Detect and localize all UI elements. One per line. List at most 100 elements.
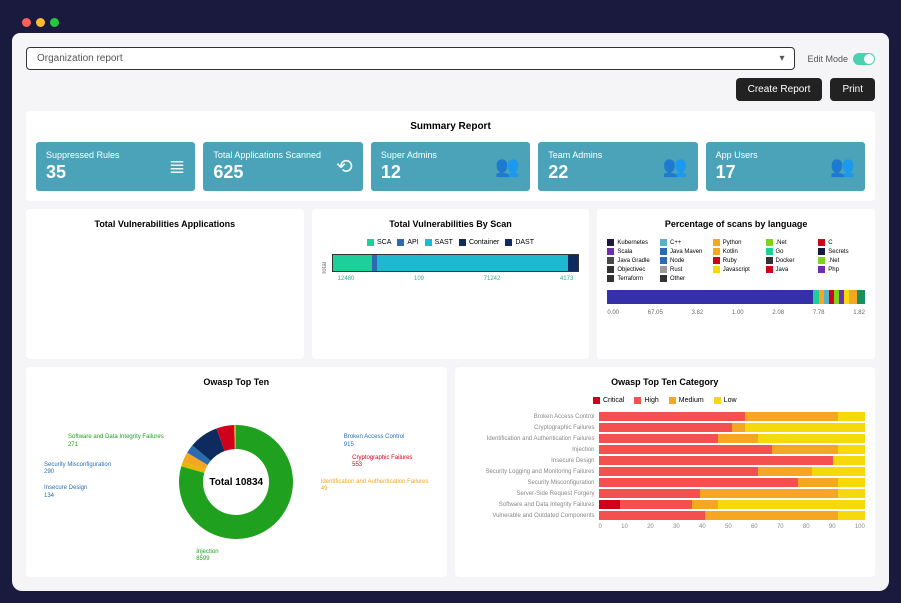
tick: 60 [751, 524, 758, 530]
tick: 40 [699, 524, 706, 530]
owasp-row: Insecure Design [465, 456, 866, 465]
stat-card-0: Suppressed Rules 35 ≣ [36, 142, 195, 191]
legend-item: SCA [367, 239, 391, 246]
legend-item: C++ [660, 239, 707, 246]
stat-value: 12 [381, 162, 437, 183]
lang-bar [607, 290, 865, 304]
lang-panel: Percentage of scans by language Kubernet… [597, 209, 875, 359]
legend-item: Kotlin [713, 248, 760, 255]
legend-item: Kubernetes [607, 239, 654, 246]
tick: 10 [621, 524, 628, 530]
owasp-row: Cryptographic Failures [465, 423, 866, 432]
owasp-row-label: Security Misconfiguration [465, 480, 595, 486]
legend-item: Medium [669, 397, 704, 404]
owasp-row: Security Misconfiguration [465, 478, 866, 487]
legend-item: Java [766, 266, 813, 273]
close-dot[interactable] [22, 18, 31, 27]
summary-card: Summary Report Suppressed Rules 35 ≣ Tot… [26, 111, 875, 201]
stat-card-1: Total Applications Scanned 625 ⟲ [203, 142, 362, 191]
create-report-button[interactable]: Create Report [736, 78, 823, 101]
owasp-donut-panel: Owasp Top Ten Total 10834 Injection8599I… [26, 367, 447, 577]
legend-item: Python [713, 239, 760, 246]
legend-item: Javascript [713, 266, 760, 273]
legend-item: DAST [505, 239, 534, 246]
legend-item: Low [714, 397, 737, 404]
owasp-row: Security Logging and Monitoring Failures [465, 467, 866, 476]
stat-card-4: App Users 17 👥 [706, 142, 865, 191]
donut-label: Software and Data Integrity Failures271 [68, 434, 164, 448]
vuln-scan-title: Total Vulnerabilities By Scan [322, 219, 580, 229]
tick: 1.00 [732, 310, 744, 316]
owasp-row-label: Cryptographic Failures [465, 425, 595, 431]
tick: 4173 [560, 276, 573, 282]
legend-item: Ruby [713, 257, 760, 264]
legend-item: Terraform [607, 275, 654, 282]
stat-card-2: Super Admins 12 👥 [371, 142, 530, 191]
tick: 71242 [484, 276, 501, 282]
users-icon: 👥 [830, 154, 855, 179]
list-icon: ≣ [169, 154, 186, 179]
stat-label: Suppressed Rules [46, 150, 120, 160]
legend-item: Node [660, 257, 707, 264]
owasp-row-label: Insecure Design [465, 458, 595, 464]
stat-value: 35 [46, 162, 120, 183]
vuln-apps-panel: Total Vulnerabilities Applications [26, 209, 304, 359]
edit-mode-toggle[interactable]: Edit Mode [807, 53, 875, 65]
tick: 50 [725, 524, 732, 530]
donut-label: Broken Access Control915 [344, 434, 405, 448]
tick: 3.82 [692, 310, 704, 316]
legend-item: Scala [607, 248, 654, 255]
owasp-row: Software and Data Integrity Failures [465, 500, 866, 509]
owasp-row: Broken Access Control [465, 412, 866, 421]
owasp-row: Identification and Authentication Failur… [465, 434, 866, 443]
legend-item: C [818, 239, 865, 246]
stat-value: 17 [716, 162, 758, 183]
vuln-scan-bar [332, 254, 580, 272]
owasp-row: Vulnerable and Outdated Components [465, 511, 866, 520]
tick: 30 [673, 524, 680, 530]
tick: 12480 [338, 276, 355, 282]
legend-item: Container [459, 239, 499, 246]
legend-item: Php [818, 266, 865, 273]
report-select[interactable]: Organization report ▾ [26, 47, 795, 70]
tick: 90 [829, 524, 836, 530]
tick: 20 [647, 524, 654, 530]
legend-item: Objectivec [607, 266, 654, 273]
print-button[interactable]: Print [830, 78, 875, 101]
min-dot[interactable] [36, 18, 45, 27]
owasp-row-label: Security Logging and Monitoring Failures [465, 469, 595, 475]
stat-label: Total Applications Scanned [213, 150, 321, 160]
stat-label: App Users [716, 150, 758, 160]
users-icon: 👥 [495, 154, 520, 179]
tick: 67.05 [648, 310, 663, 316]
max-dot[interactable] [50, 18, 59, 27]
tick: 0.00 [607, 310, 619, 316]
window-titlebar [12, 12, 889, 33]
owasp-row-label: Vulnerable and Outdated Components [465, 513, 595, 519]
app-surface: Organization report ▾ Edit Mode Create R… [12, 33, 889, 591]
donut-label: Security Misconfiguration290 [44, 462, 111, 476]
donut-label: Cryptographic Failures553 [352, 455, 412, 469]
legend-item: API [397, 239, 418, 246]
legend-item: Java Maven [660, 248, 707, 255]
owasp-row-label: Server-Side Request Forgery [465, 491, 595, 497]
tick: 7.78 [813, 310, 825, 316]
legend-item: .Net [818, 257, 865, 264]
vuln-apps-title: Total Vulnerabilities Applications [36, 219, 294, 229]
legend-item: SAST [425, 239, 453, 246]
owasp-row-label: Software and Data Integrity Failures [465, 502, 595, 508]
donut-label: Injection8599 [196, 549, 218, 563]
owasp-row: Server-Side Request Forgery [465, 489, 866, 498]
owasp-row-label: Injection [465, 447, 595, 453]
owasp-row-label: Broken Access Control [465, 414, 595, 420]
owasp-row-label: Identification and Authentication Failur… [465, 436, 595, 442]
vuln-scan-panel: Total Vulnerabilities By Scan SCA API SAST… [312, 209, 590, 359]
stat-value: 625 [213, 162, 321, 183]
owasp-donut-title: Owasp Top Ten [36, 377, 437, 387]
lang-title: Percentage of scans by language [607, 219, 865, 229]
tick: 2.08 [772, 310, 784, 316]
tick: 70 [777, 524, 784, 530]
edit-mode-label: Edit Mode [807, 54, 848, 64]
legend-item: Java Gradle [607, 257, 654, 264]
legend-item: Secrets [818, 248, 865, 255]
